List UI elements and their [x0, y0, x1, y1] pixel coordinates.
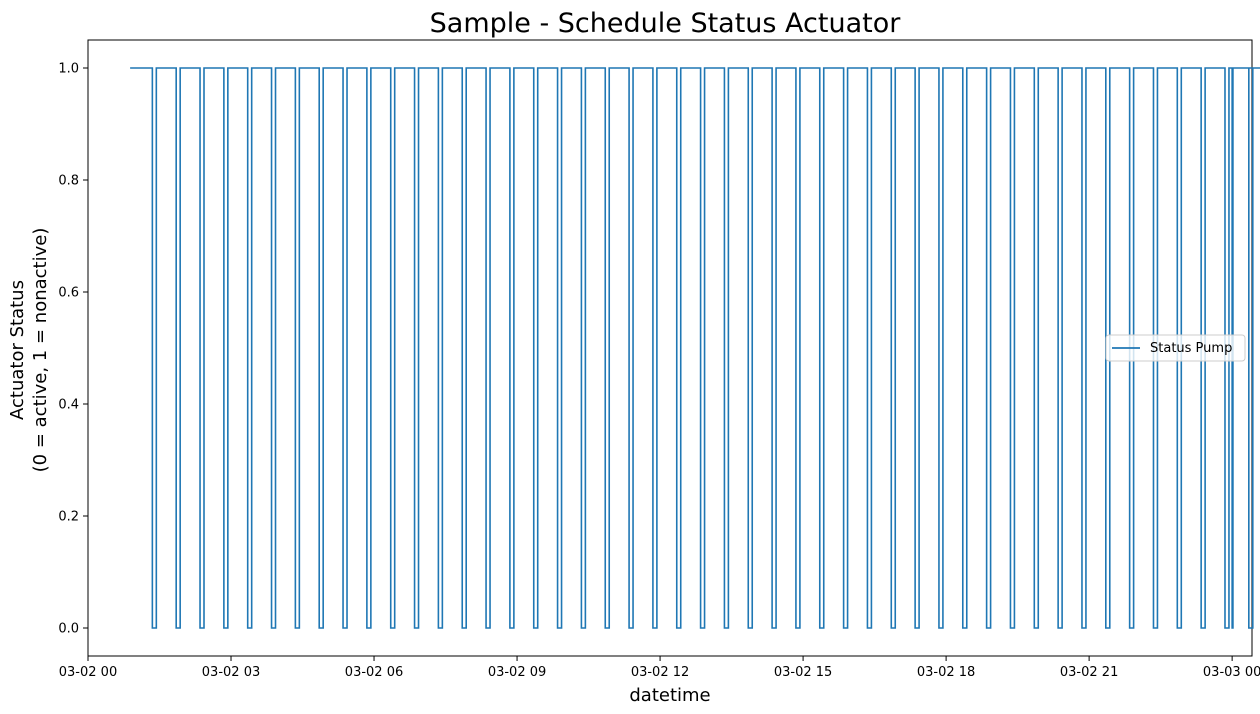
y-tick-label: 0.8 [58, 174, 79, 189]
chart-title: Sample - Schedule Status Actuator [430, 8, 902, 39]
x-tick-label: 03-02 09 [488, 665, 546, 680]
y-tick-label: 1.0 [58, 62, 79, 77]
x-tick-label: 03-02 21 [1060, 665, 1118, 680]
x-tick-label: 03-03 00 [1203, 665, 1260, 680]
x-axis: 03-02 00 03-02 03 03-02 06 03-02 09 03-02 12… [59, 656, 1260, 680]
y-axis-title-line2: (0 = active, 1 = nonactive) [30, 228, 51, 473]
x-tick-label: 03-02 18 [917, 665, 975, 680]
legend: Status Pump [1105, 334, 1246, 362]
legend-box [1105, 334, 1246, 362]
x-tick-label: 03-02 06 [345, 665, 403, 680]
series-line-status-pump [130, 67, 1260, 629]
legend-label-status-pump: Status Pump [1150, 341, 1232, 356]
y-axis-title-line1: Actuator Status [7, 280, 28, 420]
y-tick-label: 0.0 [58, 622, 79, 637]
x-tick-label: 03-02 03 [202, 665, 260, 680]
x-axis-title: datetime [629, 685, 710, 706]
y-axis: 0.0 0.2 0.4 0.6 0.8 1.0 [58, 62, 88, 637]
x-tick-label: 03-02 15 [774, 665, 832, 680]
y-tick-label: 0.2 [58, 510, 79, 525]
y-tick-label: 0.6 [58, 286, 79, 301]
plot-frame [87, 39, 1253, 657]
y-tick-label: 0.4 [58, 398, 79, 413]
x-tick-label: 03-02 12 [631, 665, 689, 680]
x-tick-label: 03-02 00 [59, 665, 117, 680]
